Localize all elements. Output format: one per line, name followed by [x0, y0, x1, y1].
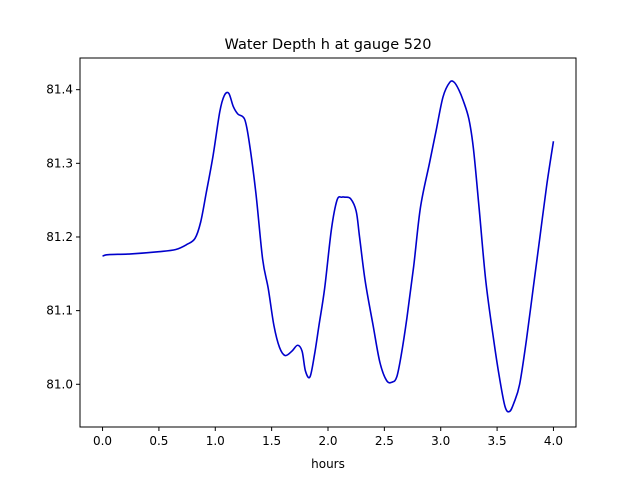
x-tick-label: 4.0 [544, 434, 563, 448]
plot-content [102, 80, 555, 413]
y-tick-label: 81.4 [46, 83, 73, 97]
x-tick-label: 0.5 [149, 434, 168, 448]
y-tick-label: 81.0 [46, 377, 73, 391]
y-tick-label: 81.1 [46, 304, 73, 318]
x-tick-label: 1.5 [262, 434, 281, 448]
series-line-0 [102, 80, 555, 413]
x-axis-label: hours [311, 457, 345, 471]
x-tick-label: 1.0 [206, 434, 225, 448]
x-tick-label: 3.0 [431, 434, 450, 448]
x-tick-label: 0.0 [93, 434, 112, 448]
x-axis: 0.0 0.5 1.0 1.5 2.0 2.5 3.0 3.5 4.0 [93, 427, 563, 448]
x-tick-label: 2.5 [375, 434, 394, 448]
x-tick-label: 2.0 [318, 434, 337, 448]
y-axis: 81.0 81.1 81.2 81.3 81.4 [46, 83, 80, 391]
plot-frame [79, 57, 577, 428]
x-tick-label: 3.5 [488, 434, 507, 448]
y-tick-label: 81.3 [46, 156, 73, 170]
y-tick-label: 81.2 [46, 230, 73, 244]
chart-title: Water Depth h at gauge 520 [225, 37, 432, 53]
